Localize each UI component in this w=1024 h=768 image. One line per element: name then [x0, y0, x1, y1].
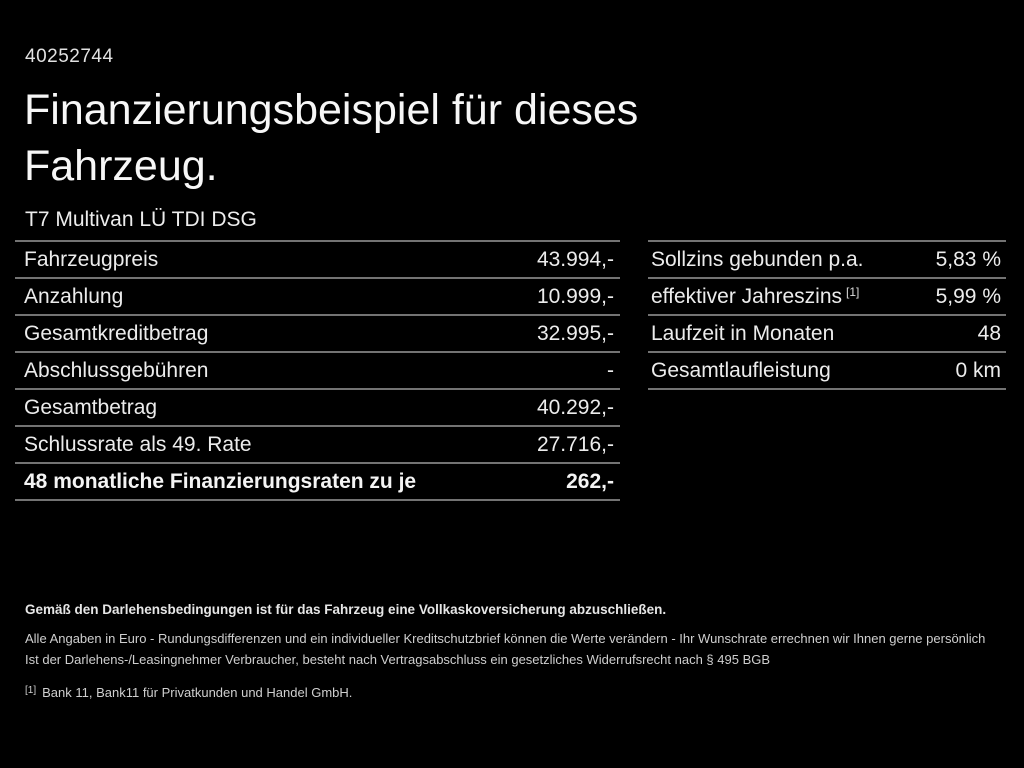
table-row-gesamtbetrag: Gesamtbetrag 40.292,- [15, 388, 620, 425]
footnote-insurance: Gemäß den Darlehensbedingungen ist für d… [25, 602, 667, 617]
table-row-gesamtlaufleistung: Gesamtlaufleistung 0 km [648, 351, 1006, 390]
row-label: Abschlussgebühren [24, 358, 209, 382]
table-row-effektiver-jahreszins: effektiver Jahreszins [1] 5,99 % [648, 277, 1006, 314]
vehicle-model: T7 Multivan LÜ TDI DSG [25, 208, 257, 231]
row-value: 40.292,- [536, 395, 614, 419]
row-label: Anzahlung [24, 284, 124, 308]
table-row-sollzins: Sollzins gebunden p.a. 5,83 % [648, 240, 1006, 277]
row-label: 48 monatliche Finanzierungsraten zu je [24, 469, 417, 493]
row-label: Gesamtkreditbetrag [24, 321, 209, 345]
table-row-laufzeit: Laufzeit in Monaten 48 [648, 314, 1006, 351]
finance-table-right: Sollzins gebunden p.a. 5,83 % effektiver… [648, 240, 1006, 390]
row-value: 32.995,- [536, 321, 614, 345]
row-value: 10.999,- [536, 284, 614, 308]
footnote-marker: [1] [846, 284, 860, 299]
footnote-bank-marker: [1] [25, 685, 37, 696]
footnote-withdrawal: Ist der Darlehens-/Leasingnehmer Verbrau… [25, 652, 771, 667]
table-row-anzahlung: Anzahlung 10.999,- [15, 277, 620, 314]
finance-table-left: Fahrzeugpreis 43.994,- Anzahlung 10.999,… [15, 240, 620, 501]
row-value: 5,99 % [935, 284, 1001, 308]
page-title: Finanzierungsbeispiel für dieses Fahrzeug… [24, 82, 638, 194]
table-row-schlussrate: Schlussrate als 49. Rate 27.716,- [15, 425, 620, 462]
row-label: Laufzeit in Monaten [651, 321, 835, 345]
row-label: Fahrzeugpreis [24, 247, 159, 271]
row-value: 5,83 % [935, 247, 1001, 271]
row-value: 43.994,- [536, 247, 614, 271]
row-label: Sollzins gebunden p.a. [651, 247, 864, 271]
vehicle-id-number: 40252744 [25, 46, 114, 67]
row-value: 0 km [955, 358, 1001, 382]
row-label: Schlussrate als 49. Rate [24, 432, 252, 456]
legal-footnotes: Gemäß den Darlehensbedingungen ist für d… [25, 601, 1000, 702]
row-label: Gesamtbetrag [24, 395, 158, 419]
footnote-bank-text: Bank 11, Bank11 für Privatkunden und Han… [42, 685, 353, 700]
page-title-line1: Finanzierungsbeispiel für dieses [24, 86, 639, 134]
row-value: 27.716,- [536, 432, 614, 456]
row-value: 262,- [566, 469, 614, 493]
table-row-abschlussgebuehren: Abschlussgebühren - [15, 351, 620, 388]
row-value: 48 [977, 321, 1001, 345]
table-row-fahrzeugpreis: Fahrzeugpreis 43.994,- [15, 240, 620, 277]
row-value: - [607, 358, 614, 382]
page-title-line2: Fahrzeug. [24, 142, 218, 190]
table-row-monatsrate: 48 monatliche Finanzierungsraten zu je 2… [15, 462, 620, 499]
footnote-disclaimer: Alle Angaben in Euro - Rundungsdifferenz… [25, 631, 986, 646]
row-label: effektiver Jahreszins [1] [651, 284, 860, 308]
footnote-bank: [1] Bank 11, Bank11 für Privatkunden und … [25, 682, 1000, 702]
row-label: Gesamtlaufleistung [651, 358, 831, 382]
table-row-gesamtkreditbetrag: Gesamtkreditbetrag 32.995,- [15, 314, 620, 351]
